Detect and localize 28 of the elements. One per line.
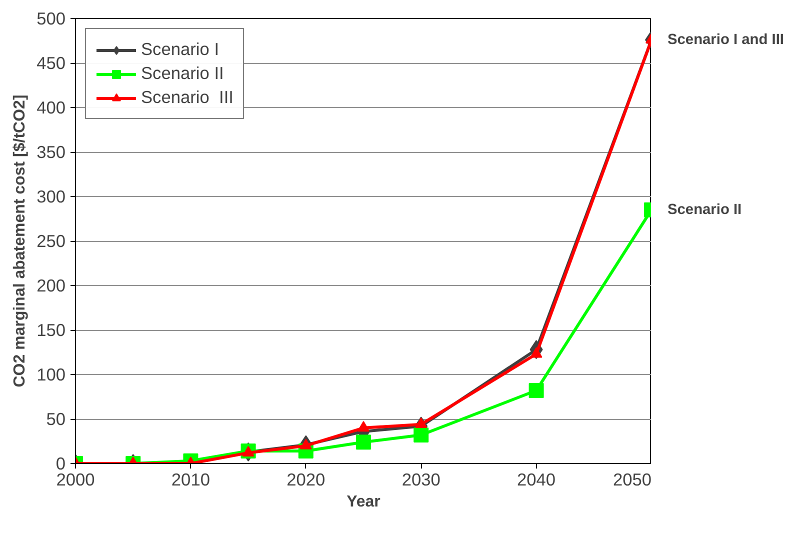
point xyxy=(300,438,312,450)
x-tick-label: 2020 xyxy=(286,470,326,490)
y-tick-label: 300 xyxy=(36,186,66,206)
y-tick-label: 400 xyxy=(36,98,66,118)
annotation: Scenario II xyxy=(668,202,742,218)
y-tick-label: 150 xyxy=(36,320,66,340)
x-tick-label: 2050 xyxy=(612,470,652,490)
x-axis-title: Year xyxy=(346,494,380,510)
y-tick-label: 250 xyxy=(36,231,66,251)
y-tick-label: 50 xyxy=(46,409,66,429)
y-tick-label: 100 xyxy=(36,364,66,384)
legend-label: Scenario III xyxy=(141,87,234,108)
y-tick-label: 350 xyxy=(36,142,66,162)
x-tick-label: 2030 xyxy=(402,470,440,490)
y-axis-title: CO2 marginal abatement cost [$/tCO2] xyxy=(12,94,29,388)
point xyxy=(415,417,428,428)
point xyxy=(356,434,371,450)
annotation: Scenario I and III xyxy=(668,32,784,48)
legend-label: Scenario II xyxy=(141,63,224,84)
point xyxy=(358,421,370,432)
point xyxy=(414,428,429,443)
x-tick-label: 2010 xyxy=(171,470,210,490)
x-tick-label: 2040 xyxy=(517,470,556,490)
legend-label: Scenario I xyxy=(141,39,220,60)
y-tick-label: 450 xyxy=(36,53,66,73)
y-tick-label: 500 xyxy=(36,8,66,28)
point xyxy=(528,383,544,398)
y-tick-label: 200 xyxy=(36,276,66,296)
